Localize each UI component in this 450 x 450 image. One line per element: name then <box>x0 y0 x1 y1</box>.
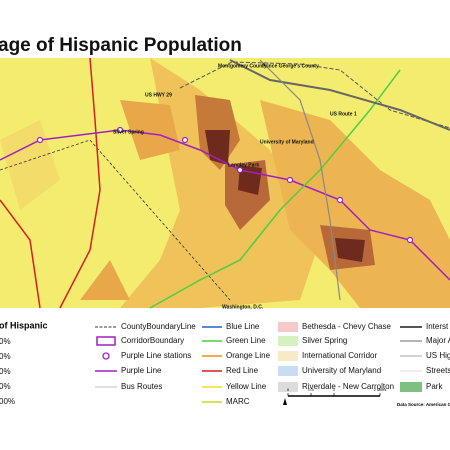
scale-bar <box>283 393 381 405</box>
data-source: Data Source: American Com <box>397 402 450 407</box>
swatch <box>278 351 298 361</box>
legend-label: Green Line <box>226 336 266 345</box>
scale-label: 1 <box>333 387 336 392</box>
map-area <box>0 57 450 309</box>
scale-label: 0.5 <box>308 387 314 392</box>
legend-label: Yellow Line <box>226 382 267 391</box>
legend-label: CountyBoundaryLine <box>121 322 196 331</box>
swatch <box>278 366 298 376</box>
legend-label: Silver Spring <box>302 336 347 345</box>
legend-label: International Corridor <box>302 351 377 360</box>
legend-label: Red Line <box>226 366 259 375</box>
scale-label: 2 Miles <box>374 387 387 392</box>
legend-label: Riverdale - New Carrolton <box>302 382 394 391</box>
legend-label: Major A <box>426 336 450 345</box>
legend-label: MARC <box>226 397 250 406</box>
swatch <box>400 382 422 392</box>
map-title: age of Hispanic Population <box>0 35 242 56</box>
legend-label: Park <box>426 382 443 391</box>
legend-range: 0% <box>0 337 11 346</box>
legend-label: Blue Line <box>226 322 260 331</box>
legend-label: Purple Line <box>121 366 162 375</box>
swatch <box>278 322 298 332</box>
legend-range: 0% <box>0 352 11 361</box>
legend-label: Interst <box>426 322 449 331</box>
map-label: Prince George's County <box>262 63 319 69</box>
map-label: US HWY 29 <box>145 92 172 98</box>
legend-label: Streets <box>426 366 450 375</box>
swatch <box>278 336 298 346</box>
legend-range: 0% <box>0 382 11 391</box>
legend: of Hispanic 0% 0% 0% 0% 00% CountyBoundaryLine… <box>0 320 450 406</box>
legend-range: 0% <box>0 367 11 376</box>
map-label: University of Maryland <box>260 139 314 145</box>
legend-label: Orange Line <box>226 351 271 360</box>
swatch <box>96 336 116 346</box>
legend-range: 00% <box>0 397 15 406</box>
swatch <box>102 352 110 360</box>
legend-label: CorridorBoundary <box>121 336 184 345</box>
scale-label: 0 <box>287 387 290 392</box>
map-label: Montgomery County <box>218 63 267 69</box>
swatch <box>278 382 298 392</box>
legend-label: Bus Routes <box>121 382 162 391</box>
legend-label: Purple Line stations <box>121 351 191 360</box>
map-label: Silver Spring <box>113 129 144 135</box>
legend-label: US Hig <box>426 351 450 360</box>
legend-label: Bethesda - Chevy Chase <box>302 322 391 331</box>
map-label: Langley Park <box>228 162 259 168</box>
legend-label: University of Maryland <box>302 366 381 375</box>
legend-title: of Hispanic <box>0 320 48 330</box>
map-label: Washington, D.C. <box>222 304 264 310</box>
map-label: US Route 1 <box>330 111 357 117</box>
